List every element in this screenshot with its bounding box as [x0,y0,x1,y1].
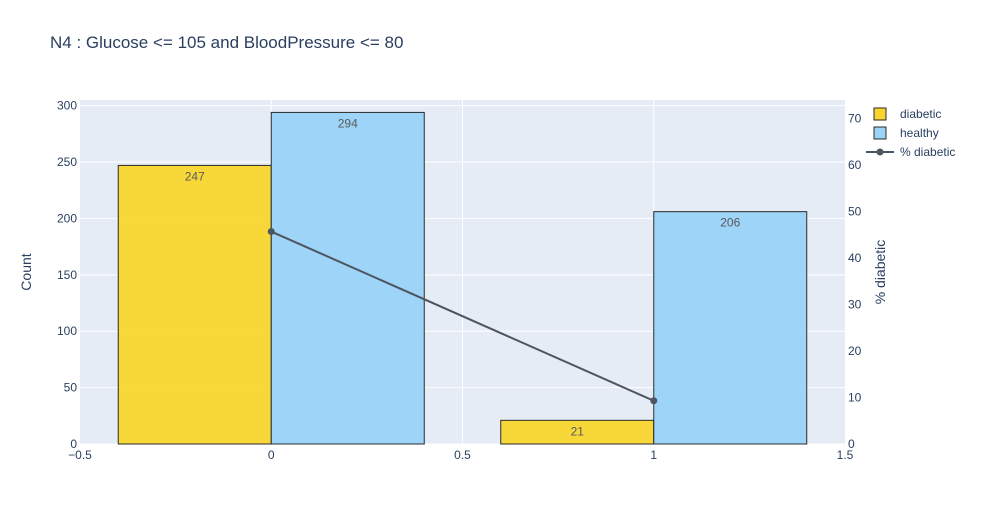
y2-tick-label: 50 [848,205,862,219]
y-tick-label: 0 [70,437,77,451]
line-percent-diabetic [270,230,655,402]
bars [117,111,808,445]
legend-label: healthy [900,126,939,140]
bar-labels: 247 21 294 206 [185,116,741,438]
y2-axis-label: % diabetic [872,240,888,305]
y-axis-ticks: 0 50 100 150 200 250 300 [57,99,77,451]
x-tick-label: 1 [650,448,657,462]
bar-healthy-1[interactable] [653,211,808,445]
y-axis-label: Count [18,253,34,290]
bar-value-label: 21 [571,424,585,438]
y-tick-label: 250 [57,155,77,169]
y2-tick-label: 0 [848,437,855,451]
x-tick-label: 0.5 [454,448,471,462]
y2-tick-label: 10 [848,391,862,405]
x-tick-label: 1.5 [837,448,854,462]
bar-value-label: 294 [338,116,358,130]
legend-item--diabetic[interactable]: % diabetic [866,145,955,159]
x-tick-label: −0.5 [68,448,92,462]
chart-title: N4 : Glucose <= 105 and BloodPressure <=… [50,33,404,52]
y2-tick-label: 20 [848,344,862,358]
y-tick-label: 100 [57,324,77,338]
y2-tick-label: 60 [848,158,862,172]
line-point[interactable] [650,397,658,405]
y2-tick-label: 30 [848,298,862,312]
legend-label: diabetic [900,107,941,121]
bar-value-label: 206 [720,216,740,230]
legend-marker [876,148,884,156]
line-point[interactable] [267,228,275,236]
line-series [267,228,658,405]
legend-swatch [873,126,887,140]
legend-item-diabetic[interactable]: diabetic [873,107,941,121]
legend-label: % diabetic [900,145,955,159]
x-tick-label: 0 [268,448,275,462]
legend-swatch [873,107,887,121]
y2-axis-ticks: 0 10 20 30 40 50 60 70 [848,112,862,451]
y-tick-label: 150 [57,268,77,282]
bar-diabetic-0[interactable] [117,164,272,445]
y-tick-label: 200 [57,211,77,225]
y-tick-label: 50 [64,381,78,395]
bar-value-label: 247 [185,169,205,183]
y2-tick-label: 70 [848,112,862,126]
legend-item-healthy[interactable]: healthy [873,126,939,140]
legend[interactable]: diabetic healthy % diabetic [866,107,955,159]
y2-tick-label: 40 [848,251,862,265]
x-axis-ticks: −0.5 0 0.5 1 1.5 [68,448,854,462]
bar-healthy-0[interactable] [270,111,425,445]
y-tick-label: 300 [57,99,77,113]
